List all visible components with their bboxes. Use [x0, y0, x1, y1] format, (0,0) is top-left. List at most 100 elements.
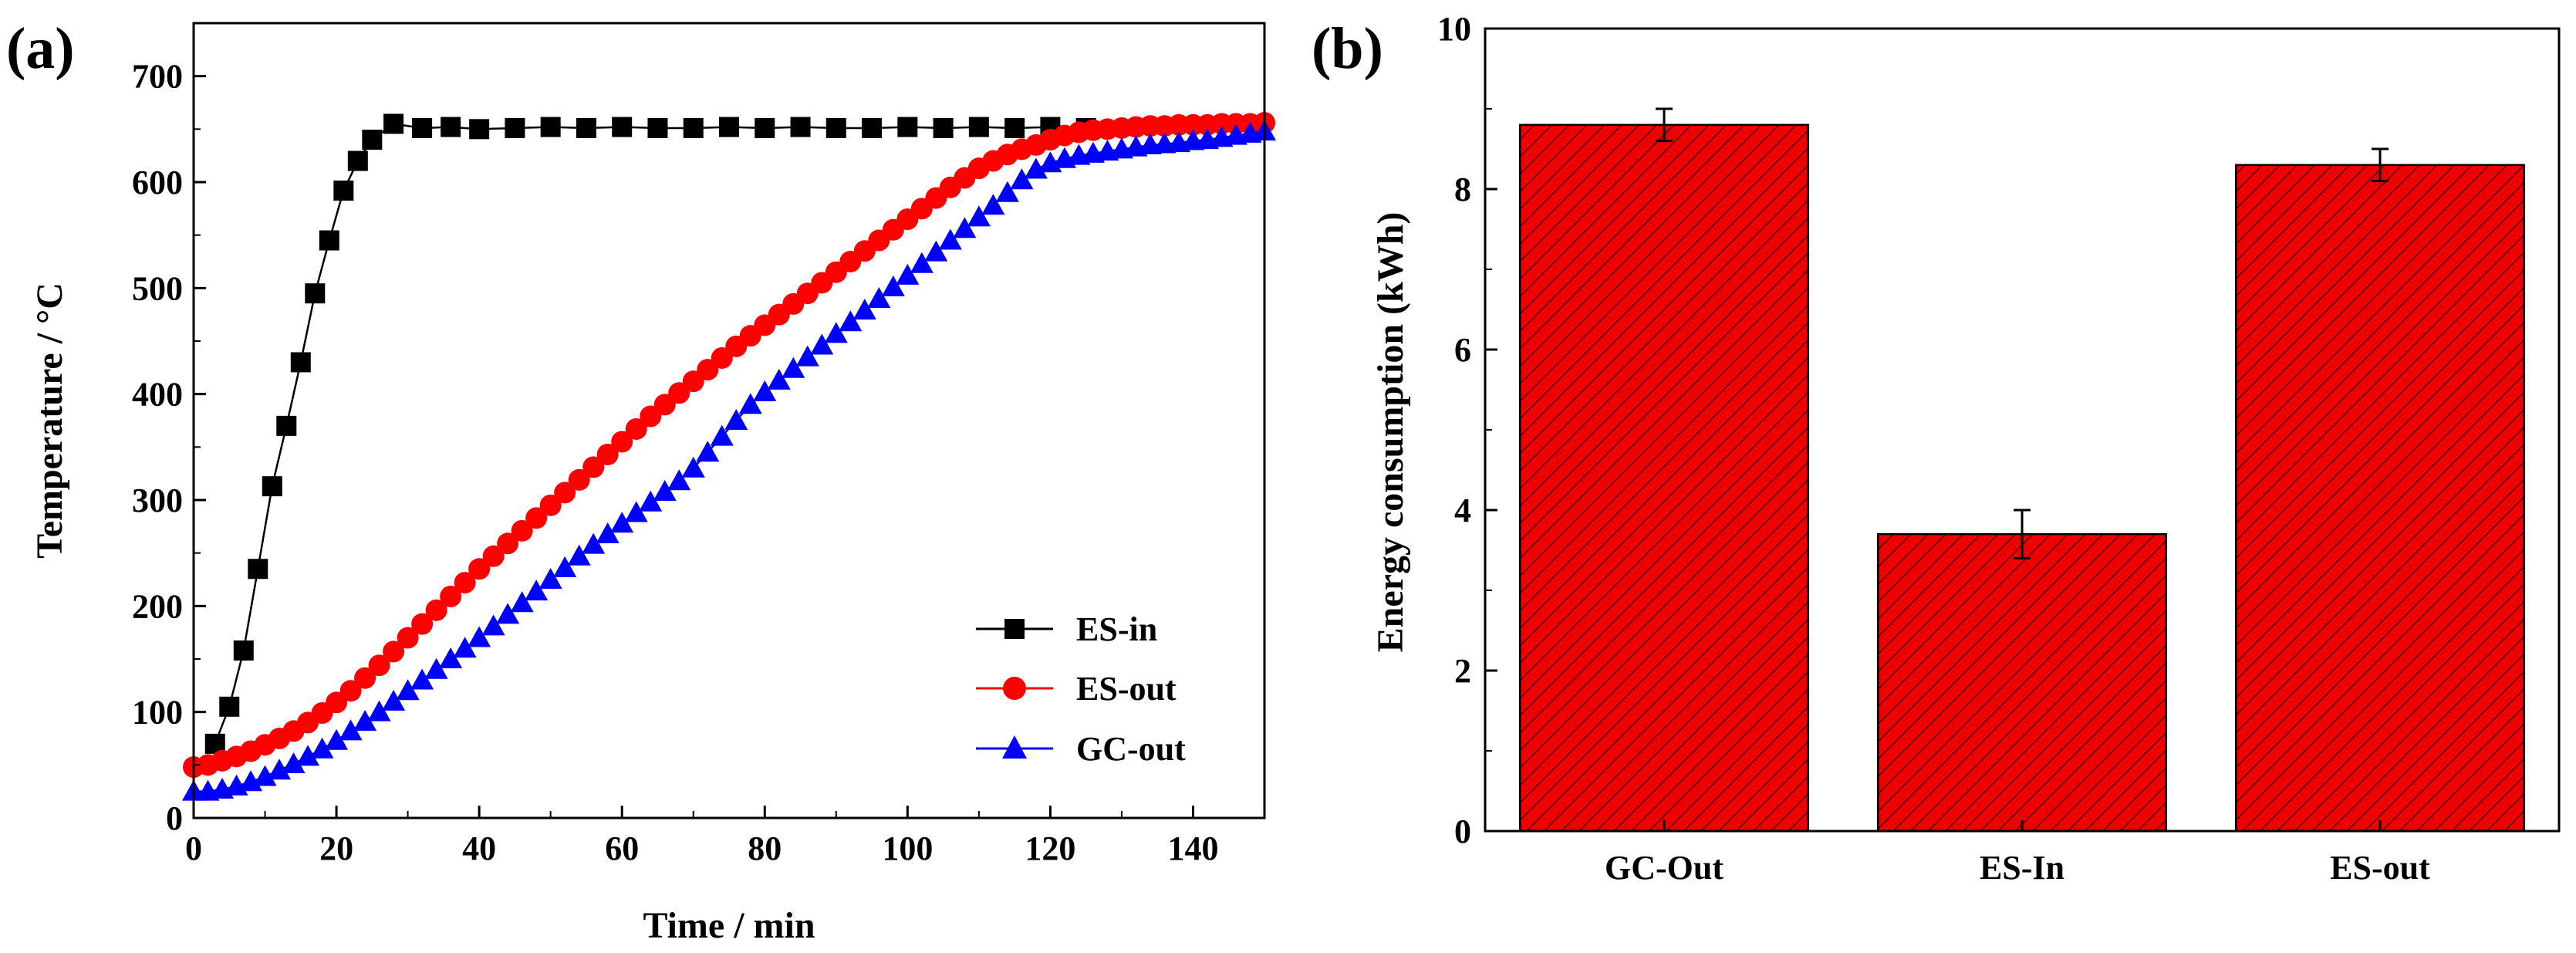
data-point-es-in — [683, 117, 704, 138]
data-point-es-out — [539, 494, 562, 516]
bar-group-gc-out — [1518, 107, 1810, 833]
data-point-es-in — [576, 117, 596, 138]
data-point-gc-out — [681, 456, 705, 478]
data-point-gc-out — [639, 490, 663, 512]
chart-b-y-tick-label: 8 — [1454, 171, 1471, 208]
bar-es-in — [1876, 532, 2168, 833]
legend-entry-gc-out: GC-out — [976, 730, 1186, 768]
chart-a-legend: ES-in ES-out GC-out — [976, 610, 1186, 768]
data-point-es-in — [862, 117, 883, 138]
data-point-gc-out — [510, 591, 534, 613]
panel-a-label: (a) — [6, 16, 75, 81]
data-point-es-out — [554, 482, 576, 504]
data-point-es-out — [354, 667, 376, 689]
data-point-gc-out — [824, 322, 848, 343]
data-point-gc-out — [839, 310, 863, 332]
data-point-gc-out — [582, 532, 606, 554]
chart-a-x-tick-label: 20 — [319, 830, 353, 867]
series-gc-out — [182, 120, 1276, 801]
data-point-es-in — [612, 117, 633, 137]
data-point-gc-out — [439, 647, 463, 668]
legend-entry-es-in: ES-in — [976, 610, 1157, 648]
data-point-gc-out — [410, 668, 434, 690]
data-point-gc-out — [782, 357, 805, 378]
data-point-gc-out — [1010, 168, 1034, 190]
chart-a-y-tick-label: 300 — [132, 482, 183, 519]
chart-b-y-axis-title: Energy consumption (kWh) — [1370, 212, 1411, 653]
data-point-es-out — [625, 417, 647, 440]
chart-a-y-tick-label: 200 — [132, 587, 183, 625]
data-point-gc-out — [296, 745, 320, 766]
data-point-es-out — [568, 468, 590, 491]
data-point-gc-out — [453, 637, 477, 658]
chart-a-x-tick-label: 100 — [882, 830, 933, 867]
data-point-es-out — [397, 627, 419, 649]
data-point-gc-out — [795, 345, 819, 367]
chart-b-y-tick-label: 4 — [1454, 492, 1471, 529]
data-point-gc-out — [896, 263, 920, 285]
chart-a-x-axis-title: Time / min — [643, 905, 815, 946]
legend-marker-es-out — [1003, 677, 1026, 700]
chart-b-y-tick-label: 10 — [1437, 10, 1471, 48]
data-point-gc-out — [967, 205, 991, 227]
data-point-gc-out — [910, 252, 934, 273]
temperature-line-chart: 0 20 40 60 80 100 120 140 0 100 200 300 400 500 600 700… — [29, 22, 1276, 946]
data-point-gc-out — [810, 333, 834, 355]
chart-a-y-tick-label: 600 — [132, 164, 183, 201]
data-point-es-in — [540, 117, 561, 137]
data-point-es-out — [525, 507, 548, 529]
data-point-es-out — [425, 599, 447, 621]
data-point-gc-out — [710, 424, 734, 446]
data-point-es-out — [653, 394, 676, 416]
chart-a-series-layer — [182, 112, 1276, 801]
chart-a-x-tick-label: 60 — [605, 830, 639, 867]
data-point-es-in — [333, 180, 354, 201]
data-point-es-out — [339, 680, 362, 702]
data-point-es-in — [233, 640, 254, 661]
data-point-gc-out — [468, 626, 491, 647]
data-point-es-in — [505, 117, 525, 138]
data-point-es-out — [668, 382, 690, 404]
energy-bar-chart: 0 2 4 6 8 10 GC-Out ES-In ES-out Energy consumpt… — [1370, 10, 2561, 887]
data-point-gc-out — [981, 194, 1005, 215]
data-point-es-in — [262, 476, 282, 497]
data-point-gc-out — [653, 480, 677, 502]
chart-a-y-tick-label: 400 — [132, 376, 183, 414]
legend-label-es-in: ES-in — [1076, 610, 1157, 648]
data-point-gc-out — [696, 441, 720, 462]
data-point-gc-out — [953, 217, 977, 238]
legend-label-gc-out: GC-out — [1076, 730, 1186, 768]
data-point-gc-out — [567, 544, 591, 566]
data-point-es-in — [719, 117, 739, 137]
data-point-gc-out — [724, 409, 748, 430]
chart-a-y-tick-label: 500 — [132, 269, 183, 307]
chart-a-ticks: 0 20 40 60 80 100 120 140 0 100 200 300 400 500 600 700 — [132, 58, 1218, 867]
data-point-gc-out — [610, 512, 634, 533]
legend-marker-es-in — [1004, 619, 1025, 639]
data-point-gc-out — [239, 770, 263, 792]
data-point-es-in — [968, 117, 989, 137]
data-point-es-out — [640, 405, 662, 427]
data-point-es-out — [454, 572, 476, 594]
bar-group-es-in — [1876, 509, 2168, 833]
data-point-es-in — [412, 117, 433, 138]
data-point-gc-out — [339, 719, 363, 741]
data-point-es-out — [596, 443, 619, 465]
data-point-gc-out — [881, 275, 905, 296]
legend-entry-es-out: ES-out — [976, 670, 1177, 708]
data-point-gc-out — [738, 393, 762, 414]
legend-label-es-out: ES-out — [1076, 670, 1177, 708]
data-point-es-out — [368, 654, 390, 677]
data-point-es-out — [582, 456, 605, 478]
chart-a-x-tick-label: 80 — [748, 830, 782, 867]
data-point-es-out — [511, 519, 533, 542]
data-point-es-in — [933, 117, 954, 138]
chart-b-y-tick-label: 6 — [1454, 331, 1471, 369]
data-point-gc-out — [424, 657, 448, 679]
chart-a-y-axis-title: Temperature / °C — [29, 282, 70, 559]
data-point-gc-out — [852, 299, 876, 320]
data-point-gc-out — [282, 752, 306, 773]
data-point-es-in — [825, 117, 846, 138]
data-point-es-out — [711, 346, 733, 369]
data-point-gc-out — [525, 580, 549, 601]
